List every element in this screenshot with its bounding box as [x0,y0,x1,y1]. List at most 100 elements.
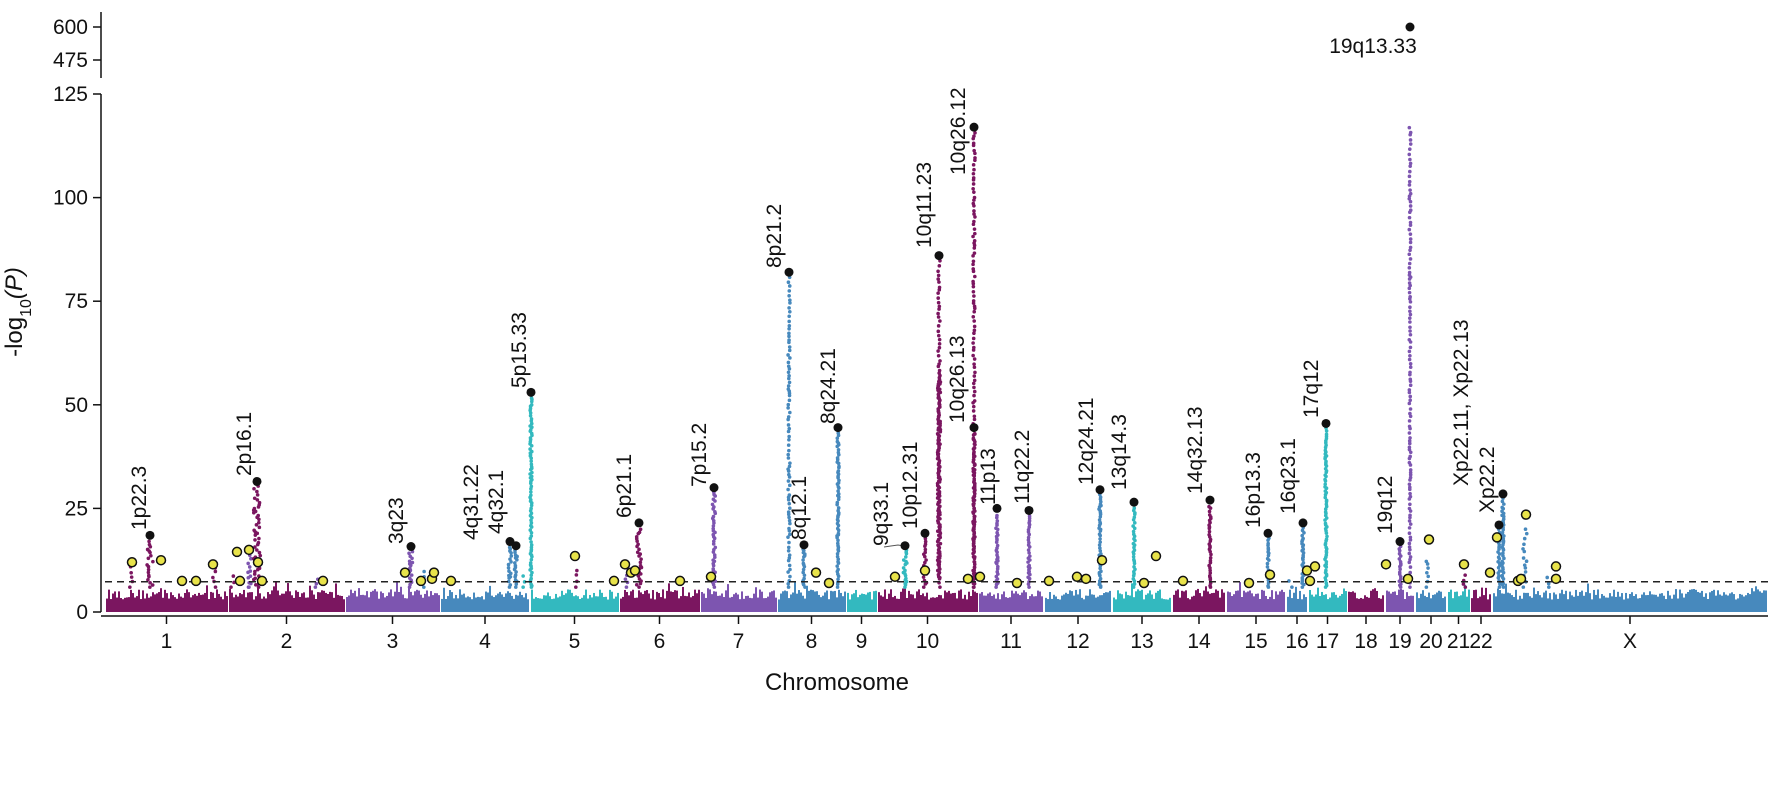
background-association-column [912,594,914,612]
background-association-column [1157,590,1159,612]
association-point [422,585,426,589]
association-point [971,141,976,146]
background-association-column [818,594,820,612]
background-association-column [1675,589,1677,612]
background-association-column [940,595,942,612]
association-point [1265,565,1270,569]
background-association-column [1055,596,1057,612]
background-association-column [1207,591,1209,612]
association-point [638,527,643,532]
background-association-column [188,592,190,612]
association-point [787,556,792,560]
background-association-column [775,597,777,612]
association-point [786,360,791,365]
association-point [787,483,792,488]
association-point [971,452,976,457]
background-association-column [956,598,958,612]
background-association-column [836,597,838,612]
association-point [936,333,941,338]
background-association-column [216,589,218,612]
association-point [256,513,261,518]
association-point [1408,454,1412,459]
background-association-column [1149,590,1151,612]
chromosome-label: 6 [654,630,666,653]
background-association-column [1039,591,1041,612]
background-association-column [1263,590,1265,612]
y-tick-label: 100 [53,187,88,210]
association-point [786,384,791,388]
background-association-column [196,595,198,612]
association-point [1408,370,1412,375]
background-association-column [1609,593,1611,612]
background-association-column [1603,595,1605,612]
locus-label: 4q31.22 [460,464,483,540]
association-point [1324,568,1328,573]
y-tick-label: 0 [76,601,88,624]
background-association-column [577,596,579,612]
chromosome-label: 10 [916,630,939,653]
association-point [786,456,791,460]
background-association-column [844,591,846,612]
background-association-column [120,598,122,612]
association-point [529,417,534,421]
association-point [529,396,534,400]
background-association-column [920,595,922,612]
background-association-column [1121,594,1123,612]
association-point [835,541,840,546]
association-point [971,163,976,167]
association-point [971,409,976,413]
background-association-column [1541,597,1543,612]
background-association-column [1325,594,1327,612]
background-association-column [1627,598,1629,612]
background-association-column [948,590,950,612]
background-association-column [325,592,327,612]
association-point [1097,532,1102,537]
association-point [786,467,790,471]
background-association-column [1473,590,1475,612]
association-point [410,560,415,565]
background-association-column [676,590,678,612]
background-association-column [581,597,583,612]
background-association-column [650,598,652,612]
association-point [1408,237,1413,241]
background-association-column [206,585,208,612]
association-point [521,585,525,589]
association-point [787,426,792,431]
association-point [1408,468,1413,472]
association-point [972,531,977,535]
background-association-column [1231,596,1233,612]
association-point [506,566,511,570]
association-point [972,565,977,569]
novel-variant-marker [399,567,411,578]
novel-variant-marker [1096,554,1108,566]
novel-variant-marker [629,565,641,576]
association-point [971,284,976,289]
background-association-column [1531,597,1533,612]
association-point [1408,585,1412,589]
background-association-column [739,599,741,612]
chromosome-label: 14 [1187,630,1211,653]
association-point [1424,559,1429,564]
association-point [1407,227,1412,232]
association-point [529,534,534,538]
background-association-column [251,592,253,612]
association-point [972,148,976,153]
association-point [1521,585,1526,589]
background-association-column [1109,590,1111,612]
background-association-column [1681,593,1683,612]
association-point [1545,575,1550,580]
background-association-column [1041,596,1043,612]
background-association-column [339,595,341,612]
background-association-column [374,589,376,612]
background-association-column [1091,594,1093,612]
association-point [971,234,975,239]
novel-variant-marker [190,575,202,587]
association-point [786,415,791,419]
background-association-column [1677,598,1679,612]
association-point [635,550,640,555]
background-association-column [816,591,818,612]
background-association-column [1358,598,1360,612]
background-association-column [1003,591,1005,612]
background-association-column [509,592,511,612]
